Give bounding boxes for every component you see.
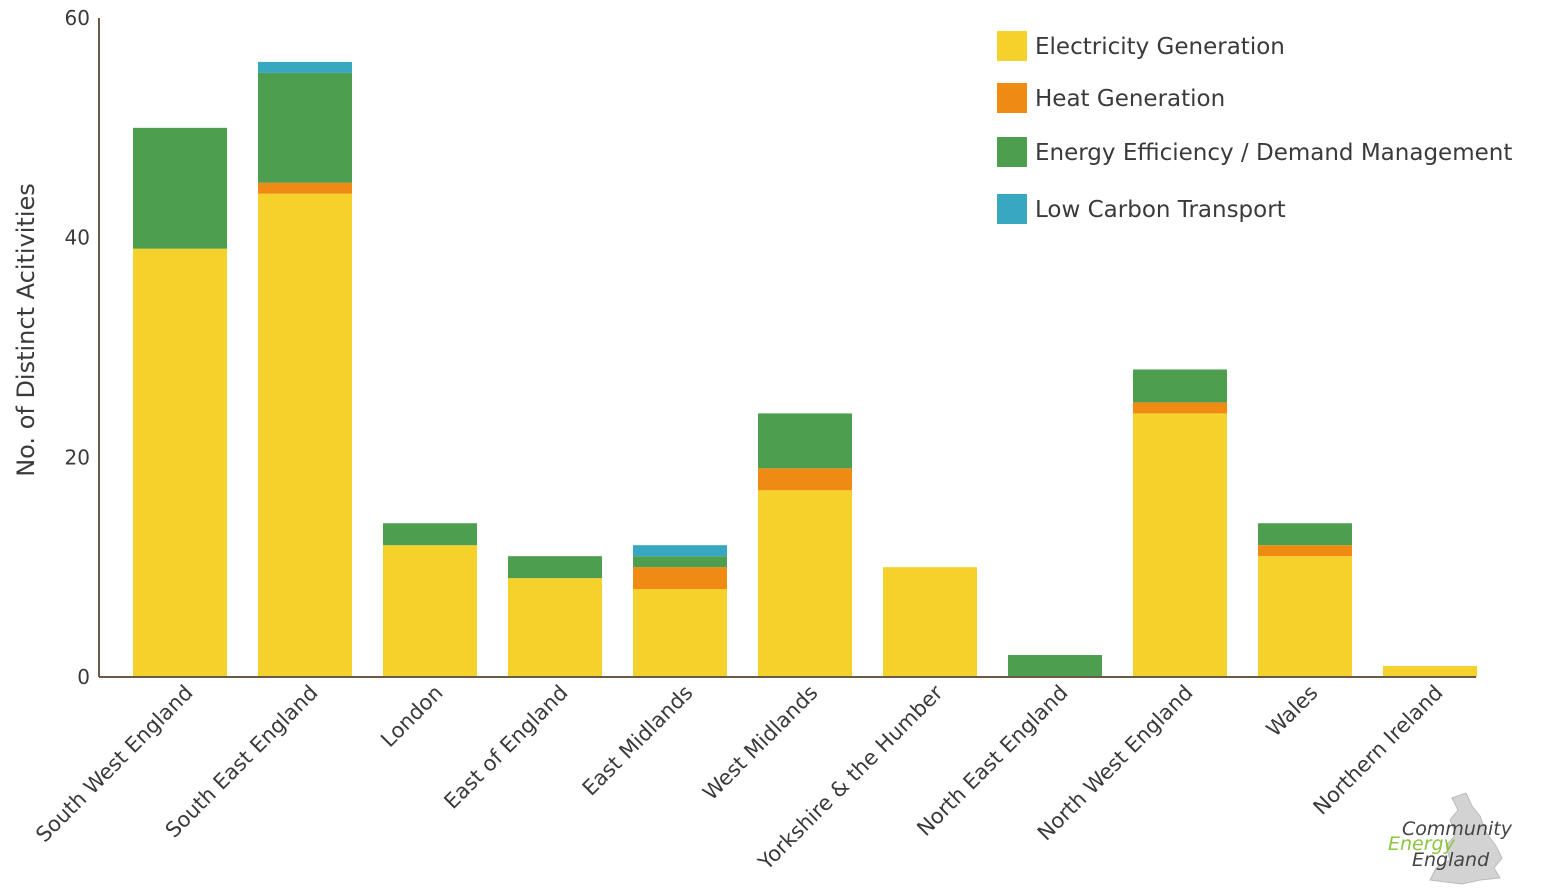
legend-label: Heat Generation: [1035, 86, 1225, 112]
y-tick-label: 0: [77, 665, 90, 689]
legend-swatch: [997, 137, 1027, 167]
x-tick-label: Wales: [1262, 681, 1323, 742]
legend: Electricity Generation Heat Generation Ene…: [997, 31, 1512, 224]
x-tick-label: Northern Ireland: [1309, 681, 1448, 820]
x-tick-label: East of England: [439, 681, 572, 814]
bar-3-8: [1008, 655, 1102, 677]
bar-1-6: [758, 490, 852, 677]
legend-label: Electricity Generation: [1035, 34, 1285, 60]
bar-4-2: [258, 61, 352, 73]
bar-3-6: [758, 413, 852, 469]
x-tick-label: West Midlands: [698, 681, 822, 805]
bar-3-3: [383, 523, 477, 546]
bar-3-5: [633, 556, 727, 568]
bar-1-3: [383, 545, 477, 677]
logo-community-text: Community: [1402, 818, 1513, 840]
y-tick-label: 20: [65, 445, 90, 469]
bar-3-10: [1258, 523, 1352, 546]
logo-england-text: England: [1412, 849, 1490, 871]
bar-1-5: [633, 589, 727, 677]
bar-1-7: [883, 567, 977, 677]
legend-label: Low Carbon Transport: [1035, 197, 1286, 223]
bar-3-9: [1133, 369, 1227, 403]
bar-4-5: [633, 545, 727, 557]
bar-3-2: [258, 72, 352, 183]
community-energy-england-logo: Community Energy England: [1388, 792, 1513, 885]
bars-group: [133, 61, 1477, 677]
bar-2-6: [758, 468, 852, 491]
bar-1-11: [1383, 666, 1477, 677]
x-tick-label: London: [376, 681, 447, 752]
x-tick-label: East Midlands: [578, 681, 698, 801]
y-axis-title: No. of Distinct Acitivities: [12, 183, 40, 477]
bar-3-4: [508, 556, 602, 579]
bar-2-2: [258, 182, 352, 194]
england-map-icon: [1429, 792, 1503, 885]
y-ticks-group: 0 20 40 60: [65, 6, 90, 689]
y-tick-label: 60: [65, 6, 90, 30]
bar-1-2: [258, 193, 352, 677]
bar-3-1: [133, 127, 227, 249]
bar-2-9: [1133, 402, 1227, 414]
logo-energy-text: Energy: [1388, 833, 1456, 855]
bar-2-5: [633, 567, 727, 590]
bar-2-10: [1258, 545, 1352, 557]
bar-1-1: [133, 248, 227, 677]
legend-swatch: [997, 83, 1027, 113]
bar-1-4: [508, 578, 602, 677]
legend-swatch: [997, 31, 1027, 61]
bar-1-9: [1133, 413, 1227, 677]
legend-swatch: [997, 194, 1027, 224]
y-tick-label: 40: [65, 226, 90, 250]
legend-label: Energy Efficiency / Demand Management: [1035, 140, 1512, 166]
bar-1-10: [1258, 556, 1352, 677]
